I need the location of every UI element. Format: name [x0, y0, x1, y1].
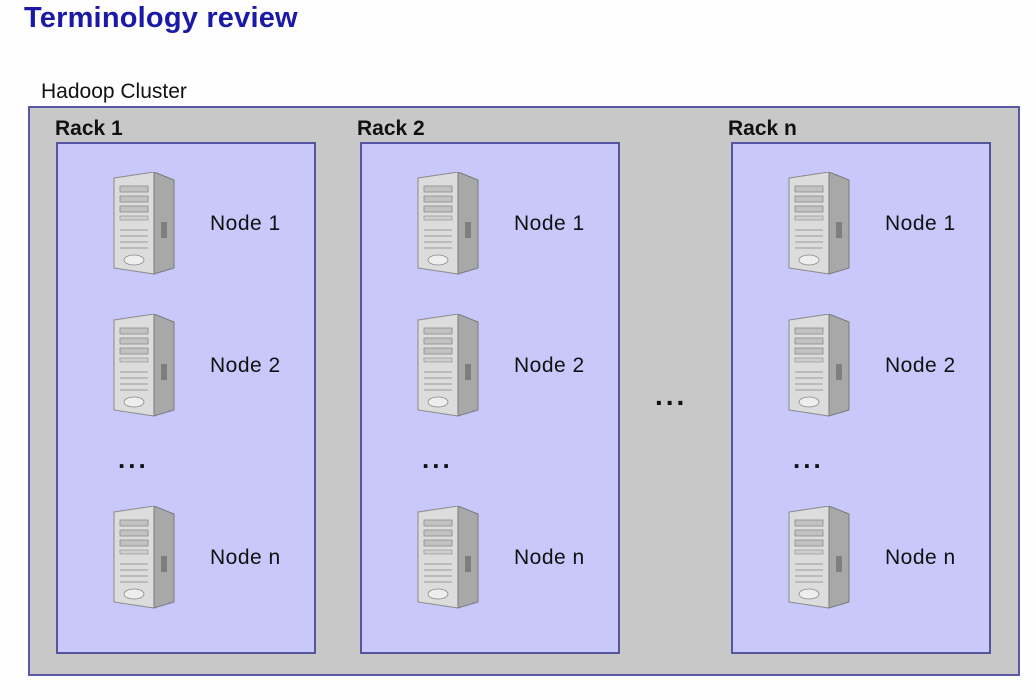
node-n: Node n [362, 506, 618, 610]
more-racks-ellipsis: ... [655, 380, 688, 411]
node-1: Node 1 [58, 172, 314, 276]
node-2: Node 2 [733, 314, 989, 418]
node-label: Node 2 [514, 354, 585, 377]
node-label: Node 1 [885, 212, 956, 235]
server-icon [108, 506, 180, 610]
server-icon [412, 172, 484, 276]
server-icon [108, 314, 180, 418]
rack-n-label: Rack n [728, 117, 797, 140]
ellipsis: ... [422, 444, 453, 474]
rack-1-label: Rack 1 [55, 117, 123, 140]
rack-n: Node 1 Node 2 ... Node n [731, 142, 991, 654]
page-title: Terminology review [24, 2, 298, 34]
node-label: Node 2 [210, 354, 281, 377]
node-label: Node 1 [210, 212, 281, 235]
node-label: Node 2 [885, 354, 956, 377]
server-icon [412, 314, 484, 418]
ellipsis: ... [118, 444, 149, 474]
node-1: Node 1 [362, 172, 618, 276]
node-1: Node 1 [733, 172, 989, 276]
node-label: Node n [514, 546, 585, 569]
node-label: Node n [885, 546, 956, 569]
node-n: Node n [58, 506, 314, 610]
node-label: Node n [210, 546, 281, 569]
node-label: Node 1 [514, 212, 585, 235]
rack-2: Node 1 Node 2 ... Node n [360, 142, 620, 654]
server-icon [412, 506, 484, 610]
server-icon [108, 172, 180, 276]
node-n: Node n [733, 506, 989, 610]
node-2: Node 2 [58, 314, 314, 418]
server-icon [783, 314, 855, 418]
server-icon [783, 172, 855, 276]
rack-2-label: Rack 2 [357, 117, 425, 140]
node-2: Node 2 [362, 314, 618, 418]
cluster-label: Hadoop Cluster [41, 80, 187, 103]
ellipsis: ... [793, 444, 824, 474]
server-icon [783, 506, 855, 610]
rack-1: Node 1 Node 2 ... Node n [56, 142, 316, 654]
